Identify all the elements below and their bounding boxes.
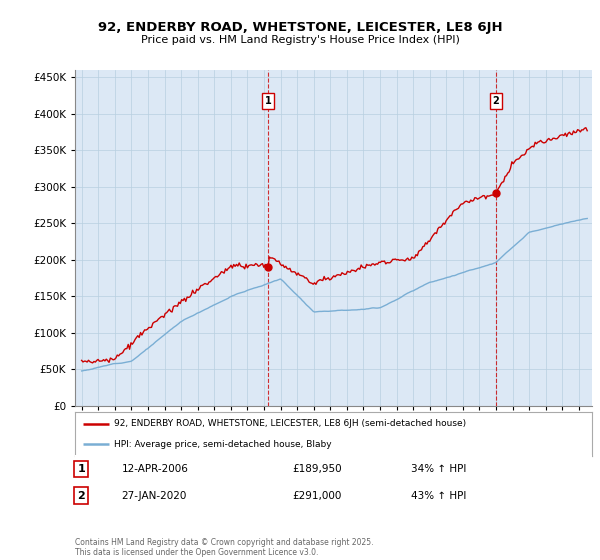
Text: 92, ENDERBY ROAD, WHETSTONE, LEICESTER, LE8 6JH (semi-detached house): 92, ENDERBY ROAD, WHETSTONE, LEICESTER, …: [114, 419, 466, 428]
Text: 34% ↑ HPI: 34% ↑ HPI: [411, 464, 467, 474]
Text: 1: 1: [77, 464, 85, 474]
Text: 2: 2: [493, 96, 499, 106]
Text: 92, ENDERBY ROAD, WHETSTONE, LEICESTER, LE8 6JH: 92, ENDERBY ROAD, WHETSTONE, LEICESTER, …: [98, 21, 502, 34]
Text: Price paid vs. HM Land Registry's House Price Index (HPI): Price paid vs. HM Land Registry's House …: [140, 35, 460, 45]
Text: 1: 1: [265, 96, 271, 106]
Text: HPI: Average price, semi-detached house, Blaby: HPI: Average price, semi-detached house,…: [114, 440, 331, 449]
Text: 12-APR-2006: 12-APR-2006: [122, 464, 188, 474]
Text: £291,000: £291,000: [292, 491, 341, 501]
Text: Contains HM Land Registry data © Crown copyright and database right 2025.
This d: Contains HM Land Registry data © Crown c…: [75, 538, 373, 557]
Text: 43% ↑ HPI: 43% ↑ HPI: [411, 491, 467, 501]
Text: £189,950: £189,950: [292, 464, 342, 474]
Text: 27-JAN-2020: 27-JAN-2020: [122, 491, 187, 501]
Text: 2: 2: [77, 491, 85, 501]
